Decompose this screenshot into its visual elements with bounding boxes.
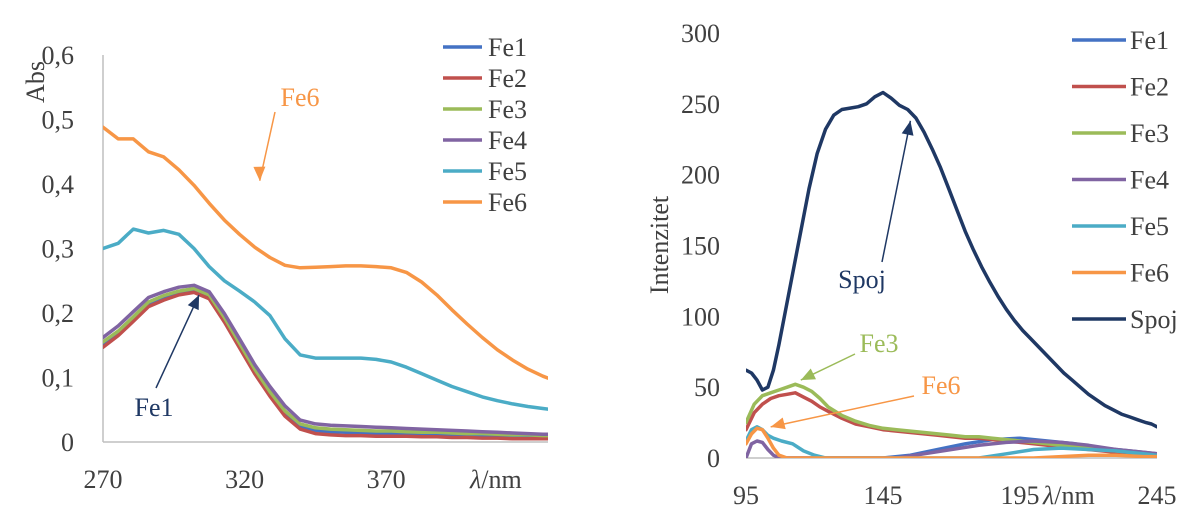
legend-label-fe2: Fe2 xyxy=(488,64,527,93)
legend-label-fe3: Fe3 xyxy=(1130,119,1169,148)
annotation-arrowhead-fe6 xyxy=(253,166,266,181)
x-axis-label: λ/nm xyxy=(469,465,522,494)
legend-label-fe4: Fe4 xyxy=(488,126,527,155)
x-tick-label: 145 xyxy=(864,481,903,508)
y-tick-label: 0,6 xyxy=(42,41,75,70)
legend-label-fe6: Fe6 xyxy=(488,188,527,217)
y-tick-label: 0,3 xyxy=(42,235,75,264)
annotation-arrowhead-fe6 xyxy=(770,417,786,430)
x-tick-label: 270 xyxy=(84,465,123,494)
y-tick-label: 50 xyxy=(694,373,720,402)
legend-label-fe2: Fe2 xyxy=(1130,73,1169,102)
y-axis-label: Intenzitet xyxy=(645,195,674,294)
y-tick-label: 0,2 xyxy=(42,299,75,328)
y-tick-label: 0,4 xyxy=(42,170,75,199)
series-line-spoj xyxy=(746,90,1157,429)
series-line-fe3 xyxy=(746,382,1157,456)
y-tick-label: 0,5 xyxy=(42,106,75,135)
annotation-arrowhead-fe1 xyxy=(187,294,200,311)
x-tick-label: 195 xyxy=(1001,481,1040,508)
annotation-label-fe3: Fe3 xyxy=(860,329,899,358)
legend-label-fe5: Fe5 xyxy=(1130,212,1169,241)
series-line-fe6 xyxy=(746,426,1157,458)
y-axis-label: Abs xyxy=(21,61,50,103)
annotation-arrow-spoj xyxy=(881,120,912,263)
x-axis-label-symbol: λ xyxy=(469,465,481,494)
legend-label-fe4: Fe4 xyxy=(1130,166,1169,195)
series-line-fe5 xyxy=(746,425,1157,458)
y-tick-label: 250 xyxy=(681,90,720,119)
legend-label-fe5: Fe5 xyxy=(488,157,527,186)
y-tick-label: 200 xyxy=(681,161,720,190)
y-tick-label: 0,1 xyxy=(42,364,75,393)
x-tick-label: 370 xyxy=(367,465,406,494)
legend-label-fe3: Fe3 xyxy=(488,95,527,124)
x-tick-label: 245 xyxy=(1138,481,1177,508)
x-axis-label-symbol: λ xyxy=(1042,481,1054,508)
x-tick-label: 95 xyxy=(733,481,759,508)
annotation-label-fe1: Fe1 xyxy=(135,393,174,422)
annotation-label-fe6: Fe6 xyxy=(922,371,961,400)
fluorescence-spectra-chart: 0 50 100 150 200 250 300 95 145 195 245 Intenzitet λ… xyxy=(645,19,1178,508)
series-line-fe3 xyxy=(103,286,548,438)
series-line-fe4 xyxy=(103,283,548,437)
annotation-arrow-fe6 xyxy=(770,395,915,428)
x-axis-label-unit: /nm xyxy=(1054,481,1094,508)
x-tick-label: 320 xyxy=(225,465,264,494)
y-tick-label: 150 xyxy=(681,232,720,261)
annotation-label-fe6: Fe6 xyxy=(281,83,320,112)
x-axis-label: λ/nm xyxy=(1042,481,1095,508)
x-axis-label-unit: /nm xyxy=(481,465,521,494)
legend-label-spoj: Spoj xyxy=(1130,305,1178,334)
annotation-arrow-fe1 xyxy=(155,294,200,389)
series-line-fe6 xyxy=(103,125,548,380)
annotation-arrowhead-spoj xyxy=(901,120,914,136)
legend-label-fe6: Fe6 xyxy=(1130,259,1169,288)
series-line-fe4 xyxy=(746,439,1157,458)
annotation-arrowhead-fe3 xyxy=(800,368,817,381)
y-tick-label: 100 xyxy=(681,302,720,331)
y-tick-label: 0 xyxy=(61,428,74,457)
y-tick-label: 300 xyxy=(681,19,720,48)
legend-label-fe1: Fe1 xyxy=(1130,26,1169,55)
y-tick-label: 0 xyxy=(707,444,720,473)
series-line-fe2 xyxy=(103,290,548,441)
series-line-fe5 xyxy=(103,227,548,411)
legend-label-fe1: Fe1 xyxy=(488,33,527,62)
annotation-label-spoj: Spoj xyxy=(838,265,886,294)
